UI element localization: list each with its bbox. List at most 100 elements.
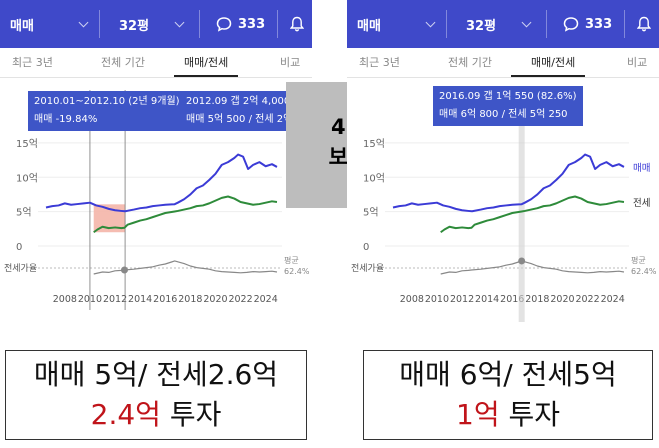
x-tick-label: 2012 — [450, 294, 474, 305]
x-tick-label: 2018 — [525, 294, 549, 305]
x-tick-label: 2008 — [400, 294, 424, 305]
active-tab-indicator — [511, 75, 585, 77]
chat-bubble-icon — [563, 17, 579, 32]
divider — [199, 10, 200, 38]
tab-recent-3y[interactable]: 최근 3년 — [12, 56, 53, 69]
trade-type-label: 매매 — [357, 18, 381, 34]
sale-price-line — [45, 153, 278, 213]
x-tick-label: 2018 — [178, 294, 202, 305]
tab-bar: 최근 3년 전체 기간 매매/전세 비교 — [0, 48, 312, 78]
divider — [446, 10, 447, 38]
ratio-label: 전세가율 — [351, 263, 384, 274]
tooltip-line: 2010.01~2012.10 (2년 9개월) — [34, 96, 180, 107]
chevron-down-icon — [425, 17, 436, 28]
investment-amount: 2.4억 — [90, 398, 161, 431]
caption-line1: 매매 6억/ 전세5억 — [399, 358, 617, 391]
tab-recent-3y[interactable]: 최근 3년 — [359, 56, 400, 69]
divider — [546, 10, 547, 38]
x-tick-label: 2016 — [500, 294, 524, 305]
investment-amount: 1억 — [456, 398, 500, 431]
x-tick-label: 2024 — [254, 294, 278, 305]
y-tick-label: 15억 — [16, 138, 38, 150]
bell-icon — [637, 16, 651, 32]
area-label: 32평 — [466, 18, 497, 34]
y-tick-label: 5억 — [16, 207, 32, 219]
tab-compare[interactable]: 비교 — [280, 56, 301, 69]
trade-type-select[interactable]: 매매 — [357, 0, 381, 48]
x-tick-label: 2020 — [203, 294, 227, 305]
area-select[interactable]: 32평 — [119, 0, 149, 48]
jeonse-legend: 전세 — [633, 198, 650, 209]
tooltip-line: 2016.09 갭 1억 550 (82.6%) — [439, 91, 577, 102]
jeonse-price-line — [440, 195, 625, 234]
ratio-avg-value: 62.4% — [631, 267, 657, 276]
y-tick-label: 0 — [16, 242, 22, 253]
chevron-down-icon — [521, 17, 532, 28]
tooltip-line: 매매 -19.84% — [34, 114, 98, 125]
y-tick-label: 15억 — [363, 138, 385, 150]
x-tick-label: 2008 — [53, 294, 77, 305]
caption-right: 매매 6억/ 전세5억 1억 투자 — [363, 350, 653, 440]
notification-button[interactable] — [637, 0, 651, 48]
jeonse-price-line — [93, 195, 278, 234]
ratio-point — [518, 257, 526, 265]
sale-price-line — [392, 153, 625, 213]
top-bar: 매매 32평 333 — [347, 0, 659, 48]
gap-tooltip: 2016.09 갭 1억 550 (82.6%) 매매 6억 800 / 전세 … — [433, 86, 583, 126]
x-tick-label: 2010 — [425, 294, 449, 305]
chevron-down-icon — [78, 17, 89, 28]
notification-button[interactable] — [290, 0, 304, 48]
panel-left: 매매 32평 333 최근 3년 전체 기간 매매/전세 비교 15억 10억 5억… — [0, 0, 312, 322]
chevron-down-icon — [174, 17, 185, 28]
y-tick-label: 5억 — [363, 207, 379, 219]
ratio-line — [93, 260, 278, 275]
x-tick-label: 2022 — [575, 294, 599, 305]
investment-word: 투자 — [499, 398, 560, 431]
trade-type-select[interactable]: 매매 — [10, 0, 34, 48]
investment-word: 투자 — [160, 398, 222, 431]
y-tick-label: 0 — [363, 242, 369, 253]
x-tick-label: 2016 — [153, 294, 177, 305]
ratio-avg-label: 평균 — [284, 255, 299, 265]
ratio-avg-value: 62.4% — [284, 267, 310, 276]
divider — [277, 10, 278, 38]
x-tick-label: 2024 — [601, 294, 625, 305]
tab-sale-jeonse[interactable]: 매매/전세 — [531, 56, 576, 69]
range-tooltip: 2010.01~2012.10 (2년 9개월) 매매 -19.84% — [28, 91, 186, 131]
tooltip-line: 매매 5억 500 / 전세 2억 6,500 — [186, 114, 312, 125]
x-tick-label: 2022 — [228, 294, 252, 305]
comments-button[interactable]: 333 — [563, 0, 612, 48]
comment-count: 333 — [238, 16, 266, 32]
comments-button[interactable]: 333 — [216, 0, 265, 48]
active-tab-indicator — [174, 75, 238, 77]
ratio-line — [440, 260, 625, 275]
ratio-point — [120, 266, 128, 274]
trade-type-label: 매매 — [10, 18, 34, 34]
y-tick-label: 10억 — [363, 172, 385, 184]
x-tick-label: 2012 — [103, 294, 127, 305]
caption-line2: 1억 투자 — [364, 395, 652, 435]
tab-all-period[interactable]: 전체 기간 — [448, 56, 492, 69]
caption-line1: 매매 5억/ 전세2.6억 — [33, 358, 279, 391]
caption-left: 매매 5억/ 전세2.6억 2.4억 투자 — [5, 350, 307, 440]
caption-line2: 2.4억 투자 — [6, 395, 306, 435]
tab-compare[interactable]: 비교 — [627, 56, 648, 69]
sale-legend: 매매 — [633, 163, 650, 174]
x-tick-label: 2014 — [475, 294, 499, 305]
y-tick-label: 10억 — [16, 172, 38, 184]
tooltip-line: 2012.09 갭 2억 4,000만 — [186, 96, 300, 107]
tab-sale-jeonse[interactable]: 매매/전세 — [184, 56, 229, 69]
bell-icon — [290, 16, 304, 32]
tooltip-line: 매매 6억 800 / 전세 5억 250 — [439, 109, 568, 120]
tab-all-period[interactable]: 전체 기간 — [101, 56, 145, 69]
comment-count: 333 — [585, 16, 613, 32]
x-tick-label: 2020 — [550, 294, 574, 305]
area-select[interactable]: 32평 — [466, 0, 496, 48]
ratio-label: 전세가율 — [4, 263, 37, 274]
x-tick-label: 2014 — [128, 294, 152, 305]
area-label: 32평 — [119, 18, 150, 34]
divider — [99, 10, 100, 38]
divider — [624, 10, 625, 38]
